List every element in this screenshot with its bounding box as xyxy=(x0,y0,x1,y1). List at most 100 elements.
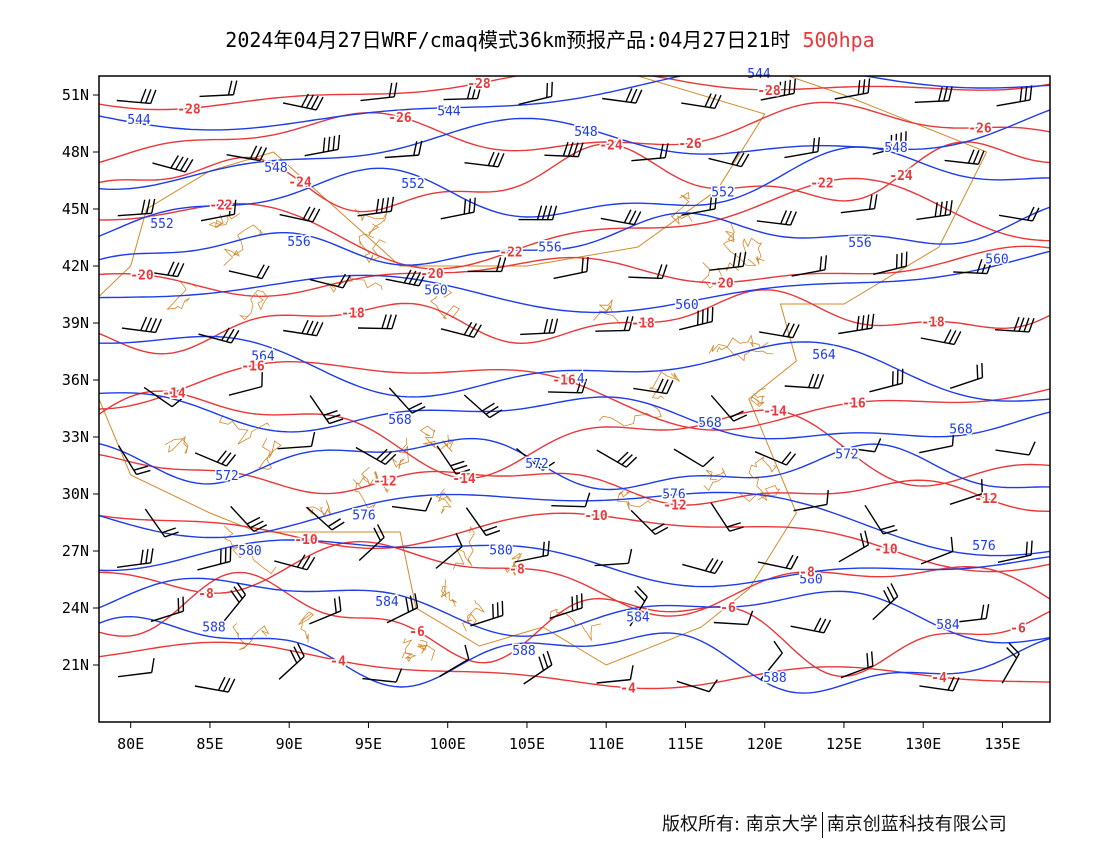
province-border xyxy=(164,435,189,454)
height-contour-label: 588 xyxy=(512,644,535,659)
wind-barb xyxy=(919,431,955,454)
height-contours xyxy=(99,76,1050,694)
wind-barb xyxy=(548,378,588,394)
height-contour-line xyxy=(99,250,1050,314)
province-border xyxy=(424,434,455,453)
temperature-contour-line xyxy=(99,641,1050,690)
wind-barb xyxy=(283,319,324,337)
wind-barb xyxy=(464,151,505,168)
lat-tick-label: 45N xyxy=(62,200,89,218)
province-border xyxy=(224,525,277,575)
province-border xyxy=(748,455,777,494)
province-border xyxy=(166,281,198,310)
wind-barb xyxy=(523,650,553,685)
wind-barb xyxy=(144,508,179,538)
height-contour-label: 576 xyxy=(972,539,995,554)
province-border xyxy=(742,237,765,265)
wind-barb xyxy=(920,329,962,346)
wind-barb xyxy=(230,505,268,532)
wind-barb xyxy=(633,378,674,395)
wind-barb xyxy=(143,386,184,408)
height-contour-label: 580 xyxy=(489,544,512,559)
height-contour-label: 568 xyxy=(388,413,411,428)
wind-barb xyxy=(357,314,397,330)
wind-barb xyxy=(553,256,589,280)
lon-tick-label: 90E xyxy=(276,735,303,753)
copyright-owner: 版权所有: 南京大学 xyxy=(662,814,818,835)
height-contour-label: 564 xyxy=(812,348,836,363)
wind-barb xyxy=(117,548,154,568)
province-border xyxy=(218,414,270,445)
province-border xyxy=(238,289,268,321)
wind-barb xyxy=(596,449,638,468)
lon-tick-label: 85E xyxy=(196,735,223,753)
province-border xyxy=(708,343,774,362)
wind-barb xyxy=(200,199,237,222)
wind-barb xyxy=(551,492,591,508)
height-contour-label: 560 xyxy=(675,298,698,313)
wind-barb xyxy=(304,134,341,157)
wind-barb xyxy=(872,131,907,155)
temperature-contour-label: -10 xyxy=(874,542,898,557)
province-border xyxy=(593,299,621,325)
height-contour-label: 544 xyxy=(747,67,771,82)
wind-barb xyxy=(1001,642,1020,684)
wind-barb xyxy=(949,479,983,505)
wind-barb xyxy=(791,255,828,277)
height-contour-line xyxy=(99,615,1050,694)
height-contour-label: 580 xyxy=(238,544,261,559)
lon-tick-label: 80E xyxy=(117,735,144,753)
temperature-contour-label: -10 xyxy=(584,509,608,524)
temperature-contour-label: -16 xyxy=(241,359,265,374)
contour-labels: 544 544 544 548 548 548 552 552 552 556 556 556 560 5… xyxy=(126,66,1028,699)
height-contour-label: 564 xyxy=(561,372,585,387)
temperature-contour-line xyxy=(99,76,1050,111)
map-title: 2024年04月27日WRF/cmaq模式36km预报产品:04月27日21时 … xyxy=(0,24,1100,53)
wind-barb xyxy=(784,137,821,159)
wind-barb xyxy=(920,536,954,565)
copyright-footer: 版权所有: 南京大学 南京创蓝科技有限公司 xyxy=(662,810,1007,838)
province-border xyxy=(361,466,390,493)
height-contour-label: 588 xyxy=(202,621,225,636)
wind-barb xyxy=(518,81,553,106)
temperature-contour-line xyxy=(99,390,1050,487)
lat-tick-label: 36N xyxy=(62,371,89,389)
temperature-contour-label: -20 xyxy=(420,267,444,282)
height-contour-label: 552 xyxy=(711,185,734,200)
height-contour-label: 560 xyxy=(424,284,447,299)
wind-barb xyxy=(793,489,829,512)
height-contour-label: 584 xyxy=(936,618,960,633)
height-contour-label: 548 xyxy=(574,125,597,140)
province-border xyxy=(616,490,652,511)
province-border xyxy=(208,212,241,228)
temperature-contour-label: -4 xyxy=(330,654,346,669)
height-contour-label: 544 xyxy=(437,105,461,120)
wind-barb xyxy=(306,506,345,531)
wind-barb xyxy=(388,387,426,414)
wind-barb xyxy=(710,502,744,532)
wind-barb xyxy=(631,143,669,162)
height-contour-label: 544 xyxy=(127,113,151,128)
wind-barb xyxy=(602,88,643,104)
temperature-contour-label: -22 xyxy=(810,176,833,191)
wind-barb xyxy=(309,596,342,625)
temperature-contour-label: -28 xyxy=(467,77,491,92)
province-border xyxy=(305,500,332,517)
height-contour-label: 572 xyxy=(525,457,548,472)
wind-barb xyxy=(841,438,882,453)
wind-barb xyxy=(756,210,797,226)
height-contour-line xyxy=(99,335,1050,402)
wind-barb xyxy=(228,372,263,396)
wind-barb xyxy=(708,151,750,168)
province-border xyxy=(716,334,769,353)
height-contour-label: 572 xyxy=(835,448,858,463)
wind-barb xyxy=(223,582,247,622)
temperature-contour-label: -8 xyxy=(799,566,815,581)
temperature-contour-label: -12 xyxy=(373,474,396,489)
temperature-contour-line xyxy=(99,361,1050,431)
wind-barb xyxy=(226,145,268,162)
temperature-contour-label: -22 xyxy=(209,198,232,213)
lat-tick-label: 30N xyxy=(62,485,89,503)
wind-barb xyxy=(834,78,871,100)
